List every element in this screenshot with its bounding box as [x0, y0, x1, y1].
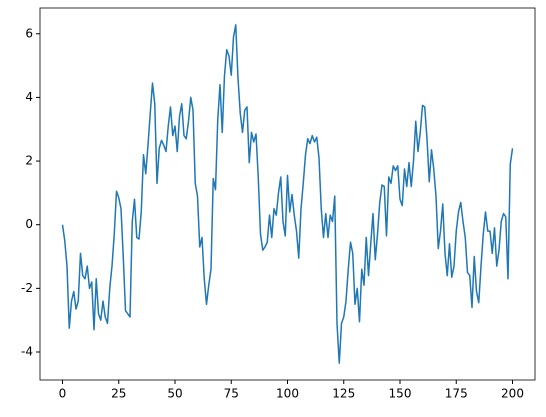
x-tick-label: 75	[224, 387, 239, 401]
x-tick-label: 25	[111, 387, 126, 401]
x-tick-label: 50	[167, 387, 182, 401]
x-tick-label: 175	[445, 387, 468, 401]
y-tick-label: 6	[25, 26, 33, 40]
y-tick-label: 4	[25, 90, 33, 104]
y-tick-label: -2	[21, 281, 33, 295]
x-tick-label: 100	[276, 387, 299, 401]
x-tick-label: 200	[501, 387, 524, 401]
axes-frame	[39, 7, 536, 381]
line-series	[61, 24, 514, 364]
y-tick-label: 0	[25, 217, 33, 231]
x-tick-label: 0	[59, 387, 67, 401]
x-tick-label: 150	[389, 387, 412, 401]
x-tick-label: 125	[332, 387, 355, 401]
y-tick-label: 2	[25, 154, 33, 168]
y-tick-label: -4	[21, 344, 33, 358]
